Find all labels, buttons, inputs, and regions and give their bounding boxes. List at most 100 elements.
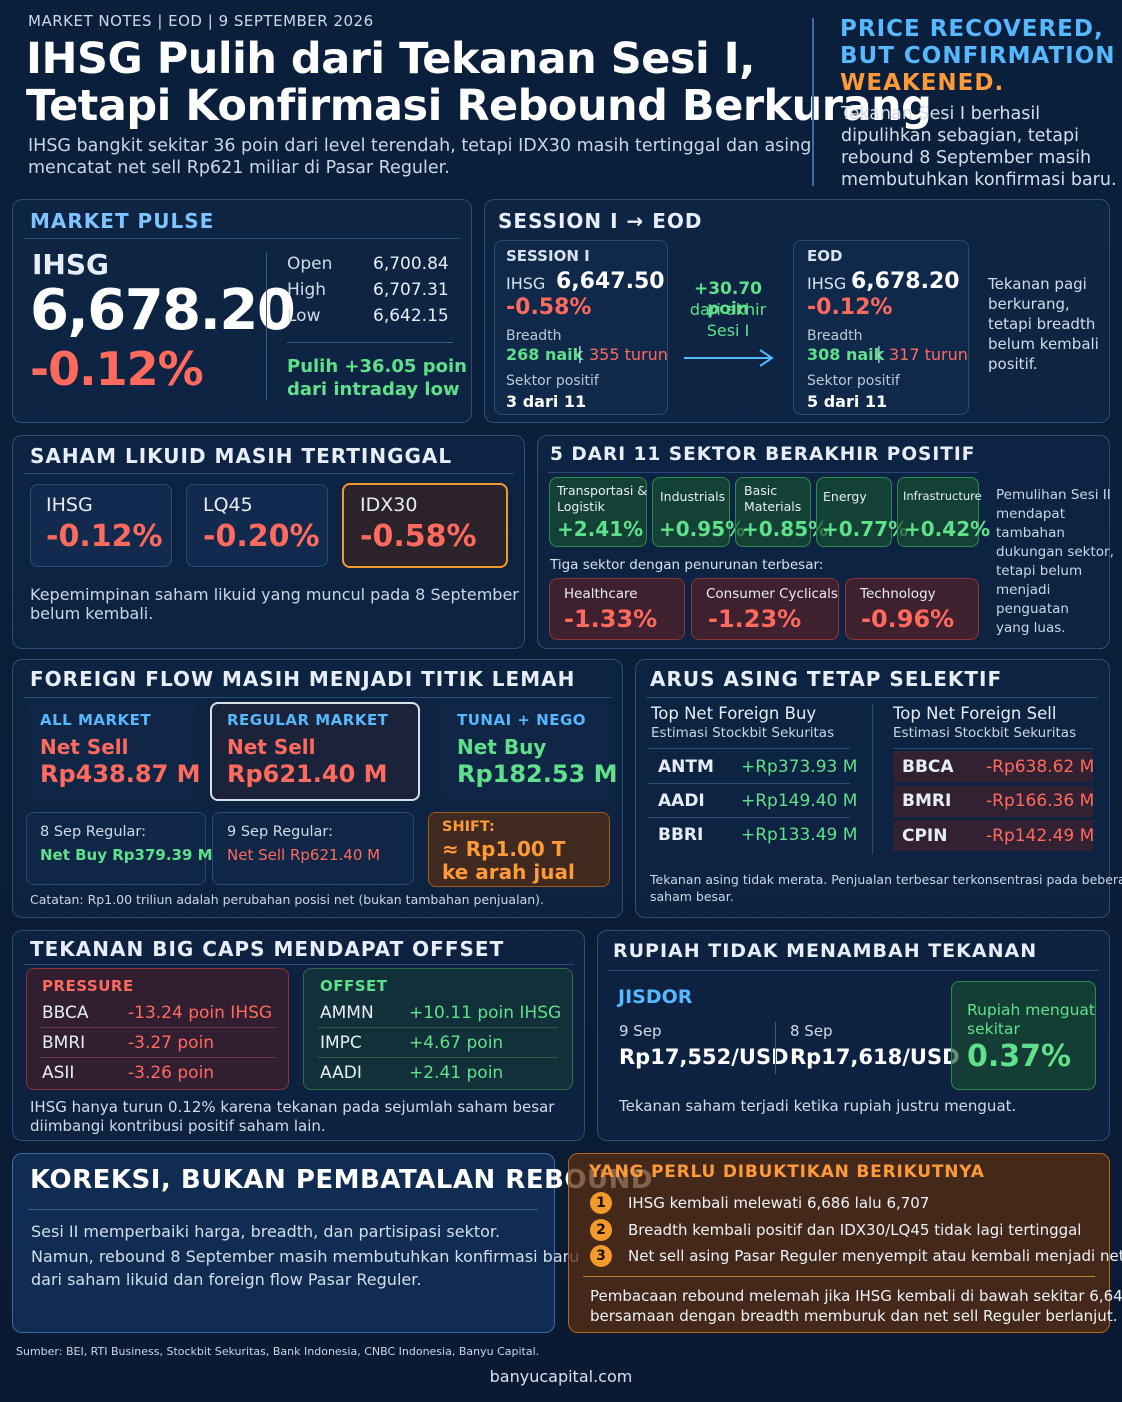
divider xyxy=(40,1027,276,1028)
sectors-note-2: mendapat xyxy=(996,506,1065,522)
sector-infra-change: +0.42% xyxy=(904,517,991,541)
pulse-value: 6,678.20 xyxy=(30,278,296,343)
pressure-label: PRESSURE xyxy=(42,977,134,995)
sell-ticker-2: BMRI xyxy=(902,791,952,811)
page-title-line1: IHSG Pulih dari Tekanan Sesi I, xyxy=(26,34,756,84)
sectors-note-7: penguatan xyxy=(996,601,1069,617)
liquid-note-line2: belum kembali. xyxy=(30,604,154,623)
divider xyxy=(287,342,453,343)
sectors-note-1: Pemulihan Sesi II xyxy=(996,487,1111,503)
arus-title: ARUS ASING TETAP SELEKTIF xyxy=(650,667,1003,691)
number-1-icon: 1 xyxy=(590,1192,612,1214)
buy-value-2: +Rp149.40 M xyxy=(741,791,858,811)
divider xyxy=(646,697,1098,698)
divider xyxy=(648,748,850,749)
s1-sector-label: Sektor positif xyxy=(506,373,599,389)
session-note-1: Tekanan pagi xyxy=(988,275,1087,293)
buy-sub: Estimasi Stockbit Sekuritas xyxy=(651,725,835,741)
offset-value-1: +10.11 poin IHSG xyxy=(409,1003,562,1023)
divider xyxy=(648,817,850,818)
offset-ticker-2: IMPC xyxy=(320,1033,362,1053)
sector-card-infrastructure xyxy=(897,477,979,547)
stat-open-label: Open xyxy=(287,254,333,274)
sector-transportasi-name2: Logistik xyxy=(557,499,605,514)
rupiah-d2-label: 8 Sep xyxy=(790,1022,833,1040)
foreign-all-action: Net Sell xyxy=(40,735,129,759)
sell-row-2-bg xyxy=(893,786,1093,817)
arus-note-line1: Tekanan asing tidak merata. Penjualan te… xyxy=(650,872,1122,887)
s1-label: SESSION I xyxy=(506,247,590,265)
liquid-card-lq45 xyxy=(186,484,328,567)
sell-ticker-1: BBCA xyxy=(902,757,954,777)
jisdor-label: JISDOR xyxy=(618,986,693,1008)
eod-label: EOD xyxy=(807,247,843,265)
arrow-right-icon xyxy=(684,349,774,367)
sector-consumer-change: -1.23% xyxy=(708,605,802,633)
s1-index: IHSG xyxy=(506,274,546,293)
sep8-regular-box xyxy=(26,812,206,885)
rupiah-box xyxy=(951,981,1096,1090)
sector-card-healthcare xyxy=(549,578,685,640)
liquid-ihsg-name: IHSG xyxy=(46,494,93,516)
divider xyxy=(24,238,460,239)
pressure-value-3: -3.26 poin xyxy=(128,1063,215,1083)
session-note-3: tetapi breadth xyxy=(988,315,1096,333)
stat-high-label: High xyxy=(287,280,327,300)
right-title-line1: PRICE RECOVERED, xyxy=(840,16,1104,42)
divider xyxy=(775,1022,776,1074)
foreign-tunai-label: TUNAI + NEGO xyxy=(457,711,587,729)
sell-value-1: -Rp638.62 M xyxy=(986,757,1095,777)
foreign-all-label: ALL MARKET xyxy=(40,711,152,729)
liquid-idx30-change: -0.58% xyxy=(360,519,477,554)
buy-title: Top Net Foreign Buy xyxy=(651,704,817,723)
next-item-1: IHSG kembali melewati 6,686 lalu 6,707 xyxy=(628,1194,930,1212)
offset-ticker-1: AMMN xyxy=(320,1003,374,1023)
next-note-line2: bersamaan dengan breadth memburuk dan ne… xyxy=(590,1307,1118,1325)
sectors-note-4: dukungan sektor, xyxy=(996,544,1114,560)
liquid-title: SAHAM LIKUID MASIH TERTINGGAL xyxy=(30,444,453,468)
market-pulse-panel xyxy=(12,199,472,423)
foreign-title: FOREIGN FLOW MASIH MENJADI TITIK LEMAH xyxy=(30,667,576,691)
sector-energy-change: +0.77% xyxy=(822,517,909,541)
eod-card xyxy=(793,240,969,415)
offset-ticker-3: AADI xyxy=(320,1063,362,1083)
next-note-line1: Pembacaan rebound melemah jika IHSG kemb… xyxy=(590,1287,1122,1305)
eod-sector-value: 5 dari 11 xyxy=(807,392,888,411)
divider xyxy=(583,1276,1095,1277)
s1-breadth-label: Breadth xyxy=(506,328,562,344)
s1-sector-value: 3 dari 11 xyxy=(506,392,587,411)
s1-sep: | xyxy=(577,344,583,364)
bigcaps-note-line2: diimbangi kontribusi positif saham lain. xyxy=(30,1117,326,1135)
sector-card-transportasi xyxy=(549,477,647,547)
buy-value-1: +Rp373.93 M xyxy=(741,757,858,777)
rupiah-box-value: 0.37% xyxy=(967,1039,1072,1074)
foreign-regular-action: Net Sell xyxy=(227,735,316,759)
koreksi-title: KOREKSI, BUKAN PEMBATALAN REBOUND xyxy=(30,1165,653,1195)
bigcaps-title: TEKANAN BIG CAPS MENDAPAT OFFSET xyxy=(30,937,505,961)
market-pulse-title: MARKET PULSE xyxy=(30,209,215,233)
rupiah-d1-value: Rp17,552/USD xyxy=(619,1045,789,1069)
sector-card-basic-materials xyxy=(735,477,811,547)
foreign-card-all-market xyxy=(26,703,198,800)
rupiah-d2-value: Rp17,618/USD xyxy=(790,1045,960,1069)
sector-basic-name2: Materials xyxy=(744,499,802,514)
divider xyxy=(609,970,1099,971)
divider xyxy=(872,704,873,854)
footer-site[interactable]: banyucapital.com xyxy=(489,1367,633,1386)
number-3-icon: 3 xyxy=(590,1245,612,1267)
rupiah-box-line2: sekitar xyxy=(967,1020,1020,1038)
s1-value: 6,647.50 xyxy=(556,269,665,294)
rupiah-note: Tekanan saham terjadi ketika rupiah just… xyxy=(619,1097,1017,1115)
sectors-neg-label: Tiga sektor dengan penurunan terbesar: xyxy=(550,557,824,573)
sell-value-2: -Rp166.36 M xyxy=(986,791,1095,811)
divider xyxy=(28,1209,538,1210)
offset-value-2: +4.67 poin xyxy=(409,1033,504,1053)
session-note-2: berkurang, xyxy=(988,295,1070,313)
page-title-line2: Tetapi Konfirmasi Rebound Berkurang xyxy=(26,81,932,131)
arus-note-line2: saham besar. xyxy=(650,889,734,904)
pressure-value-2: -3.27 poin xyxy=(128,1033,215,1053)
header-divider xyxy=(812,18,814,186)
liquid-lq45-change: -0.20% xyxy=(203,519,320,554)
right-text-line4: membutuhkan konfirmasi baru. xyxy=(841,170,1117,190)
sector-basic-name1: Basic xyxy=(744,483,778,498)
